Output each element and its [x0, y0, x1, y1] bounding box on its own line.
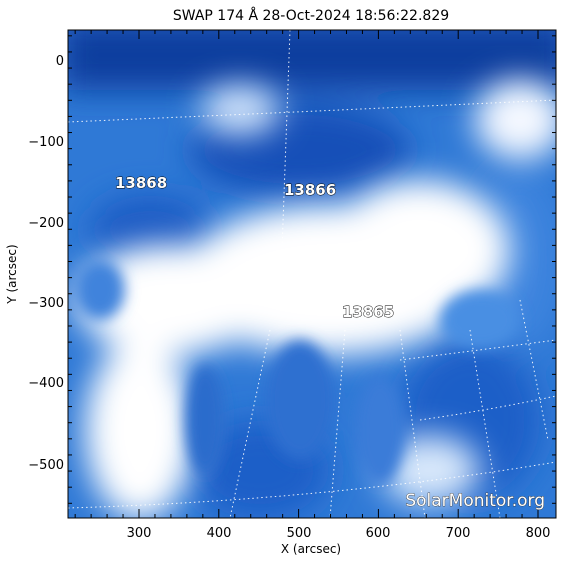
y-tick-label: −200 — [28, 216, 64, 231]
solar-euv-image — [68, 30, 556, 518]
y-tick-label: −400 — [28, 376, 64, 391]
x-tick-marks — [74, 30, 539, 518]
y-tick-label: −300 — [28, 296, 64, 311]
solarmonitor-watermark: SolarMonitor.org — [405, 491, 545, 511]
active-region-label: 13865 — [342, 303, 394, 321]
y-axis-label: Y (arcsec) — [5, 244, 19, 304]
active-region-label: 13866 — [284, 181, 336, 199]
y-tick-label: −500 — [28, 458, 64, 473]
x-tick-label: 300 — [127, 526, 152, 541]
y-tick-label: −100 — [28, 135, 64, 150]
x-tick-label: 400 — [207, 526, 232, 541]
heliographic-grid — [68, 30, 556, 518]
x-tick-label: 800 — [526, 526, 551, 541]
x-tick-label: 600 — [366, 526, 391, 541]
x-tick-label: 700 — [446, 526, 471, 541]
x-axis-label: X (arcsec) — [281, 542, 341, 556]
y-tick-marks — [68, 35, 556, 504]
active-region-label: 13868 — [115, 174, 167, 192]
x-tick-label: 500 — [287, 526, 312, 541]
plot-frame — [67, 29, 557, 519]
y-tick-label: 0 — [56, 54, 64, 69]
image-title: SWAP 174 Å 28-Oct-2024 18:56:22.829 — [173, 7, 449, 24]
